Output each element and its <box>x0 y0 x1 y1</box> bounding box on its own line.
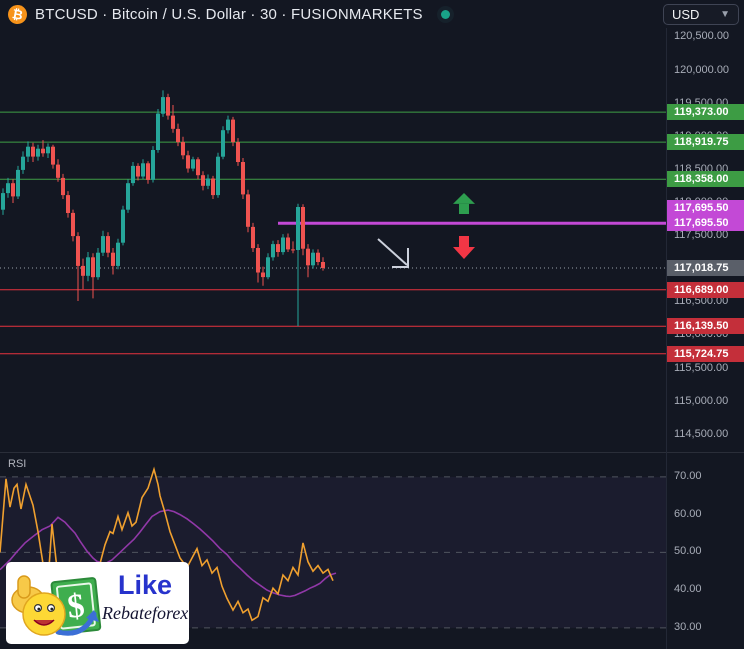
arrow-down-marker <box>453 236 475 259</box>
market-status-icon <box>436 5 454 23</box>
logo-art: $ <box>11 575 102 636</box>
rsi-signal-line <box>0 509 337 598</box>
level-price-label[interactable]: 118,358.00 <box>667 171 744 188</box>
price-axis[interactable]: 120,500.00120,000.00119,500.00119,000.00… <box>666 28 744 649</box>
alert-price-label[interactable]: 117,695.50 <box>667 200 744 217</box>
pane-separator[interactable] <box>0 452 744 453</box>
chart-header: ₿ BTCUSD · Bitcoin / U.S. Dollar · 30 · … <box>0 0 744 28</box>
symbol-title[interactable]: BTCUSD · Bitcoin / U.S. Dollar · 30 · FU… <box>35 5 423 23</box>
price-axis-tick: 120,000.00 <box>674 63 730 76</box>
rebateforex-logo: $ Like Rebateforex <box>6 562 189 644</box>
chevron-down-icon: ▼ <box>720 9 730 20</box>
arrow-up-marker <box>453 193 475 214</box>
level-price-label[interactable]: 116,689.00 <box>667 281 744 298</box>
svg-text:$: $ <box>66 587 87 626</box>
rsi-indicator-label[interactable]: RSI <box>8 458 27 470</box>
last-price-label[interactable]: 117,018.75 <box>667 259 744 276</box>
level-price-label[interactable]: 118,919.75 <box>667 134 744 151</box>
level-price-label[interactable]: 117,695.50 <box>667 215 744 232</box>
currency-dropdown-value: USD <box>672 7 700 22</box>
rsi-line <box>0 466 334 622</box>
level-price-label[interactable]: 116,139.50 <box>667 318 744 335</box>
level-price-label[interactable]: 115,724.75 <box>667 345 744 362</box>
logo-brand-text: Rebateforex <box>102 603 189 623</box>
rsi-axis-tick: 30.00 <box>674 620 702 633</box>
candlestick-series <box>1 90 325 327</box>
price-axis-tick: 115,000.00 <box>674 394 729 407</box>
price-axis-tick: 117,500.00 <box>674 229 729 242</box>
price-axis-tick: 116,500.00 <box>674 295 729 308</box>
candlestick-chart <box>0 90 666 355</box>
rsi-axis-tick: 60.00 <box>674 507 702 520</box>
currency-dropdown[interactable]: USD ▼ <box>663 4 739 25</box>
price-axis-tick: 114,500.00 <box>674 427 729 440</box>
price-axis-tick: 120,500.00 <box>674 30 730 43</box>
drawn-arrow <box>377 238 409 268</box>
price-chart-pane[interactable] <box>0 28 666 452</box>
bitcoin-icon: ₿ <box>6 2 29 26</box>
rsi-axis-tick: 50.00 <box>674 545 702 558</box>
level-price-label[interactable]: 119,373.00 <box>667 104 744 121</box>
rsi-axis-tick: 40.00 <box>674 583 702 596</box>
logo-like-text: Like <box>117 570 173 600</box>
price-axis-tick: 115,500.00 <box>674 361 729 374</box>
rsi-axis-tick: 70.00 <box>674 469 702 482</box>
